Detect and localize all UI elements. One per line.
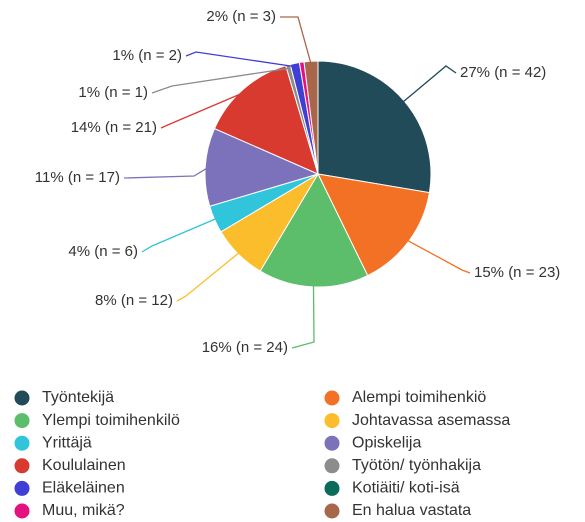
legend-label: Kotiäiti/ koti-isä xyxy=(352,480,460,497)
legend-label: Työntekijä xyxy=(42,389,114,406)
legend-swatch xyxy=(14,503,30,519)
legend-swatch xyxy=(324,413,340,429)
legend-label: Ylempi toimihenkilö xyxy=(42,412,180,429)
data-label: 16% (n = 24) xyxy=(202,339,288,356)
data-label: 15% (n = 23) xyxy=(474,264,560,281)
legend-label: Yrittäjä xyxy=(42,434,92,451)
legend-label: Työtön/ työnhakija xyxy=(352,457,481,474)
legend-label: Koululainen xyxy=(42,457,126,474)
legend-label: Alempi toimihenkiö xyxy=(352,389,486,406)
label-line xyxy=(151,67,289,94)
label-line xyxy=(160,91,246,129)
label-line xyxy=(291,283,315,349)
data-label: 4% (n = 6) xyxy=(68,243,138,260)
legend-swatch xyxy=(14,435,30,451)
pie-slice xyxy=(204,127,320,207)
label-line xyxy=(185,51,296,68)
legend-swatch xyxy=(324,458,340,474)
legend-label: Eläkeläinen xyxy=(42,480,125,497)
label-line xyxy=(141,217,218,253)
legend-label: Johtavassa asemassa xyxy=(352,412,510,429)
legend-swatch xyxy=(14,458,30,474)
pie-slice xyxy=(213,65,319,175)
pie-slice xyxy=(317,60,432,194)
legend-swatch xyxy=(324,435,340,451)
data-label: 1% (n = 1) xyxy=(78,84,148,101)
legend-swatch xyxy=(324,480,340,496)
label-line xyxy=(123,166,209,179)
data-label: 11% (n = 17) xyxy=(35,169,120,186)
legend-swatch xyxy=(14,480,30,496)
legend-label: En halua vastata xyxy=(352,502,471,519)
legend-swatch xyxy=(324,503,340,519)
data-label: 2% (n = 3) xyxy=(206,8,276,25)
data-label: 27% (n = 42) xyxy=(460,64,546,81)
data-label: 1% (n = 2) xyxy=(112,47,182,64)
legend-swatch xyxy=(324,390,340,406)
data-label: 14% (n = 21) xyxy=(71,119,157,136)
label-line xyxy=(401,65,457,104)
legend-swatch xyxy=(14,413,30,429)
label-line xyxy=(405,238,471,274)
pie-slice xyxy=(303,60,319,175)
label-line xyxy=(176,251,241,302)
label-line xyxy=(280,16,312,65)
legend-label: Opiskelija xyxy=(352,434,421,451)
legend-label: Muu, mikä? xyxy=(42,502,125,519)
data-label: 8% (n = 12) xyxy=(95,292,173,309)
legend-swatch xyxy=(14,390,30,406)
